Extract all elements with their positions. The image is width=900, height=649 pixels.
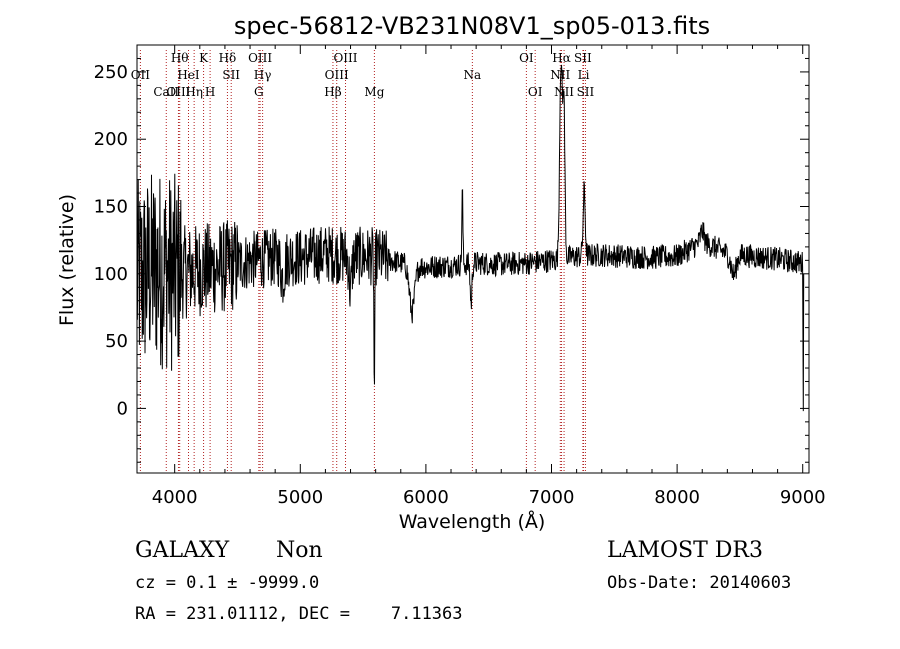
line-label: K bbox=[199, 51, 209, 65]
line-label: Hα bbox=[552, 51, 571, 65]
observation-date: Obs-Date: 20140603 bbox=[607, 573, 792, 593]
line-label: CaII bbox=[153, 85, 179, 99]
coordinates-readout: RA = 231.01112, DEC = 7.11363 bbox=[135, 604, 463, 624]
line-label: Hθ bbox=[171, 51, 189, 65]
line-label: SII bbox=[574, 51, 592, 65]
line-label: Hβ bbox=[324, 85, 341, 99]
axis-ticks: 4000 5000 6000 7000 8000 9000 0 50 100 150 200 250 bbox=[94, 45, 826, 508]
y-tick-label: 50 bbox=[105, 331, 128, 352]
spectrum-line bbox=[136, 64, 805, 412]
line-label: OIII bbox=[248, 51, 272, 65]
x-axis-label: Wavelength (Å) bbox=[399, 510, 546, 533]
object-class: GALAXY bbox=[135, 538, 230, 563]
line-label: OIII bbox=[325, 68, 349, 82]
line-label: HeI bbox=[177, 68, 200, 82]
line-label: G bbox=[254, 85, 264, 99]
line-label: Na bbox=[464, 68, 482, 82]
chart-title: spec-56812-VB231N08V1_sp05-013.fits bbox=[234, 12, 710, 40]
line-label: OI bbox=[519, 51, 534, 65]
line-label: H bbox=[205, 85, 215, 99]
x-tick-label: 4000 bbox=[152, 487, 198, 508]
line-label: NII bbox=[554, 85, 574, 99]
line-label: Mg bbox=[364, 85, 384, 99]
line-label: Hη bbox=[185, 85, 203, 99]
x-tick-label: 9000 bbox=[780, 487, 826, 508]
y-tick-label: 250 bbox=[94, 62, 128, 83]
line-label: Hδ bbox=[219, 51, 237, 65]
x-tick-label: 7000 bbox=[529, 487, 575, 508]
line-label: Li bbox=[578, 68, 590, 82]
line-label: OI bbox=[528, 85, 543, 99]
y-tick-label: 0 bbox=[117, 398, 128, 419]
line-label: OII bbox=[131, 68, 151, 82]
line-label: OIII bbox=[333, 51, 357, 65]
line-label: SII bbox=[222, 68, 240, 82]
x-tick-label: 5000 bbox=[277, 487, 323, 508]
line-label: Hγ bbox=[254, 68, 272, 82]
y-tick-label: 100 bbox=[94, 264, 128, 285]
survey-name: LAMOST DR3 bbox=[607, 538, 763, 563]
y-tick-label: 150 bbox=[94, 197, 128, 218]
x-tick-label: 8000 bbox=[654, 487, 700, 508]
object-subclass: Non bbox=[276, 538, 323, 563]
y-axis-label: Flux (relative) bbox=[56, 194, 78, 326]
line-label: OIII bbox=[166, 85, 190, 99]
line-label: SII bbox=[577, 85, 595, 99]
plot-frame bbox=[136, 44, 810, 474]
x-tick-label: 6000 bbox=[403, 487, 449, 508]
y-tick-label: 200 bbox=[94, 129, 128, 150]
line-label: NII bbox=[550, 68, 570, 82]
redshift-readout: cz = 0.1 ± -9999.0 bbox=[135, 573, 320, 593]
